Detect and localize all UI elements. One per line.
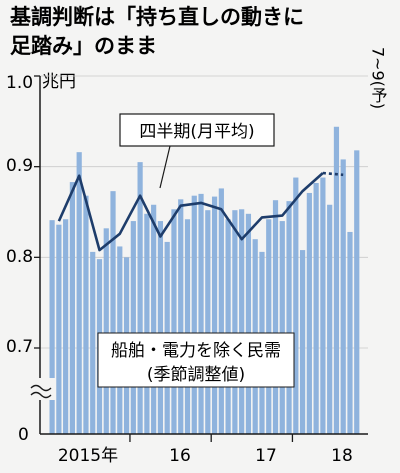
- y-tick-label-0: 0: [18, 425, 29, 445]
- line-legend-pointer: [159, 145, 171, 189]
- line-legend-box: [119, 113, 275, 147]
- y-tick-label-0-8: 0.8: [6, 247, 33, 267]
- bar-29: [245, 213, 252, 434]
- x-tick-label-17: 17: [255, 446, 277, 466]
- x-tick-marks: [129, 434, 294, 442]
- bar-15: [151, 204, 157, 434]
- quarterly-average-line: [57, 172, 324, 252]
- bar-5: [83, 195, 89, 434]
- bar-0: [49, 220, 55, 434]
- x-tick-label-16: 16: [169, 446, 191, 466]
- bar-24: [211, 196, 218, 434]
- forecast-label: 7~9(予): [369, 47, 388, 109]
- bar-18: [171, 209, 177, 434]
- forecast-line: [322, 171, 344, 177]
- axis-break-mark: [26, 378, 56, 400]
- bar-44: [347, 231, 353, 434]
- bar-28: [239, 209, 245, 434]
- bar-35: [286, 201, 292, 434]
- bar-26: [225, 219, 231, 434]
- forecast-label-text: 7~9(予): [369, 47, 388, 109]
- bar-1: [56, 224, 62, 434]
- x-tick-label-2015: 2015年: [58, 446, 118, 466]
- annotation-box: [97, 332, 295, 388]
- bar-36: [293, 177, 299, 435]
- bar-3: [69, 182, 76, 434]
- bar-4: [76, 152, 82, 434]
- bar-39: [313, 182, 319, 434]
- bar-20: [184, 219, 191, 434]
- annotation-line-1: 船舶・電力を除く民需: [111, 341, 281, 361]
- bar-25: [218, 188, 224, 434]
- bar-22: [198, 193, 204, 434]
- chart-title-line-1: 基調判断は「持ち直しの動きに: [10, 5, 304, 29]
- bar-42: [333, 126, 340, 435]
- series-annotation: 船舶・電力を除く民需 (季節調整値): [97, 332, 295, 388]
- bar-33: [272, 200, 279, 434]
- bar-37: [299, 250, 306, 434]
- annotation-line-2: (季節調整値): [147, 365, 245, 385]
- bar-34: [279, 221, 285, 434]
- bar-43: [340, 159, 346, 434]
- bar-38: [306, 192, 312, 434]
- x-tick-label-18: 18: [331, 446, 353, 466]
- y-tick-marks: [34, 75, 40, 349]
- bar-9: [110, 191, 116, 434]
- bar-32: [266, 219, 272, 434]
- y-tick-label-1-0: 1.0: [6, 73, 33, 93]
- bar-6: [90, 251, 96, 434]
- bar-13: [137, 162, 143, 434]
- bar-41: [327, 204, 333, 434]
- y-tick-label-0-7: 0.7: [6, 337, 33, 357]
- bar-45: [354, 150, 360, 434]
- bars: [49, 126, 360, 435]
- y-tick-label-0-9: 0.9: [6, 156, 33, 176]
- chart-title-line-2: 足踏み」のまま: [10, 34, 157, 58]
- y-unit-label: 兆円: [42, 72, 76, 92]
- bar-27: [232, 210, 238, 434]
- bar-21: [191, 195, 197, 434]
- bar-16: [157, 221, 164, 434]
- line-legend-label: 四半期(月平均): [139, 122, 254, 142]
- bar-14: [144, 213, 150, 434]
- bar-19: [178, 199, 184, 434]
- bar-8: [103, 228, 109, 434]
- bar-40: [320, 177, 326, 435]
- bar-12: [130, 221, 136, 434]
- line-legend-callout: 四半期(月平均): [119, 113, 275, 189]
- bar-2: [63, 219, 69, 434]
- bar-23: [205, 210, 211, 434]
